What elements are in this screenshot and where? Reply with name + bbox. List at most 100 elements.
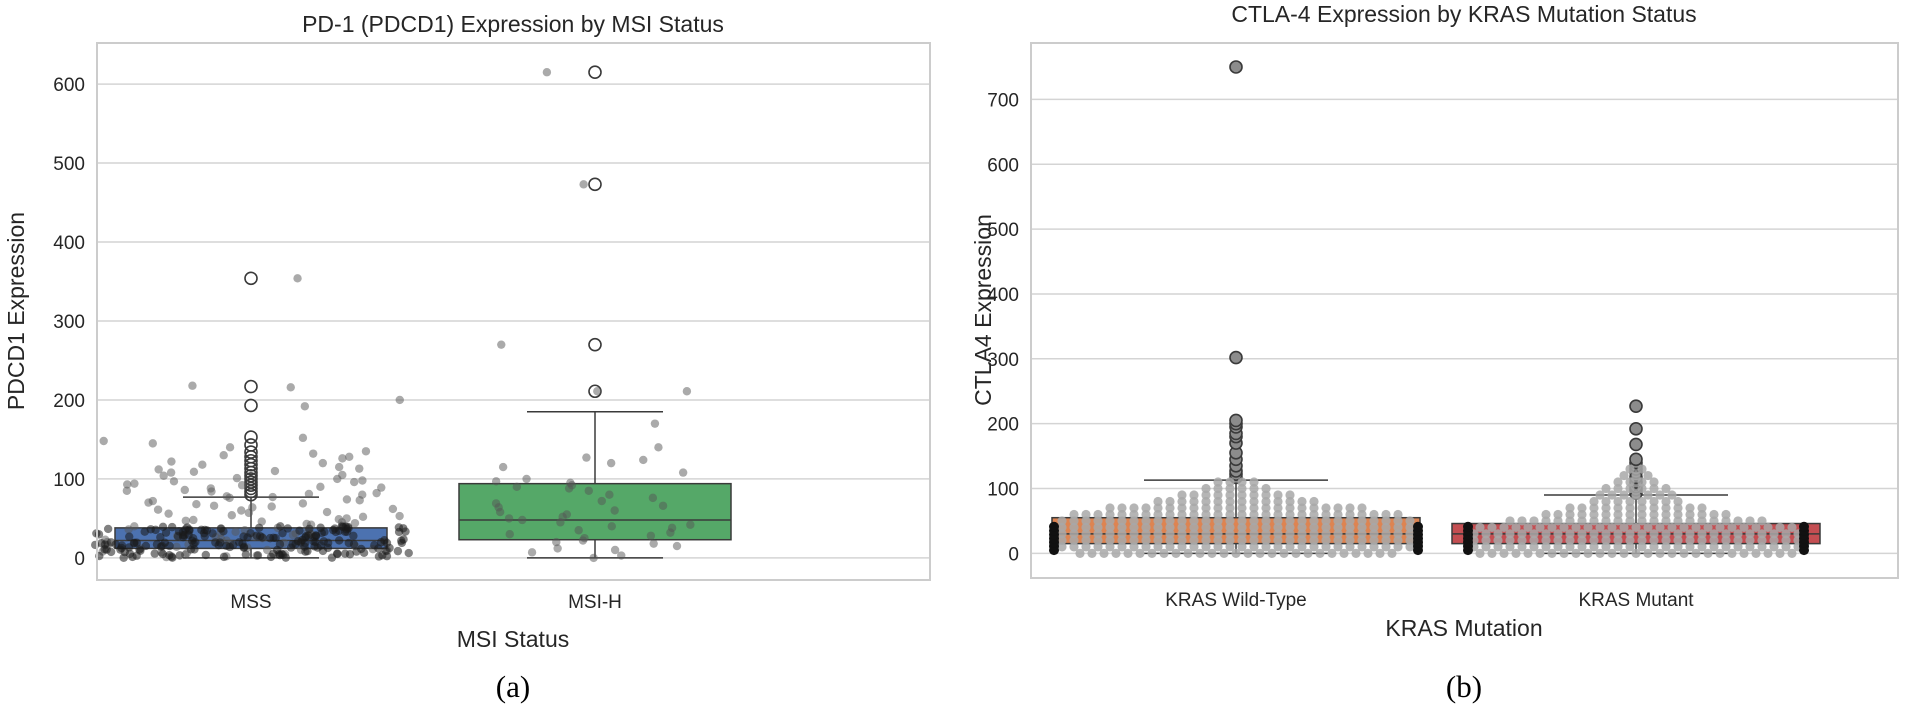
data-point bbox=[1643, 522, 1653, 533]
data-point bbox=[349, 540, 359, 549]
data-point bbox=[182, 523, 192, 532]
data-point bbox=[564, 484, 574, 493]
data-point bbox=[1691, 522, 1701, 533]
data-point bbox=[124, 525, 133, 534]
data-point bbox=[1189, 490, 1199, 500]
data-point bbox=[1225, 477, 1235, 487]
data-point bbox=[497, 340, 506, 349]
data-point bbox=[650, 419, 660, 428]
data-point bbox=[1499, 548, 1509, 558]
data-point bbox=[1345, 509, 1355, 520]
data-point bbox=[1195, 548, 1205, 558]
data-point bbox=[1165, 516, 1175, 526]
data-point bbox=[584, 486, 593, 495]
outlier-point bbox=[244, 453, 258, 468]
data-point bbox=[639, 455, 648, 465]
data-point bbox=[1413, 521, 1423, 532]
data-point bbox=[1769, 535, 1779, 545]
data-point bbox=[597, 496, 606, 506]
data-point bbox=[1625, 464, 1635, 474]
data-point bbox=[99, 436, 108, 446]
data-point bbox=[1721, 529, 1731, 539]
data-point bbox=[1171, 548, 1181, 558]
data-point bbox=[1381, 542, 1391, 552]
data-point bbox=[1697, 509, 1707, 520]
data-point bbox=[1189, 529, 1199, 539]
data-point bbox=[1225, 496, 1235, 507]
data-point bbox=[1661, 542, 1671, 552]
data-point bbox=[1721, 542, 1731, 552]
data-point bbox=[1601, 535, 1611, 545]
x-tick-label: MSI-H bbox=[568, 592, 622, 613]
data-point bbox=[278, 528, 287, 538]
data-point bbox=[1213, 529, 1223, 539]
data-point bbox=[330, 524, 340, 533]
data-point bbox=[1601, 542, 1611, 552]
data-point bbox=[1273, 529, 1283, 539]
data-point bbox=[258, 533, 267, 542]
data-point bbox=[1655, 522, 1665, 533]
data-point bbox=[1553, 516, 1563, 526]
data-point bbox=[1357, 522, 1367, 533]
data-point bbox=[1081, 542, 1091, 552]
data-point bbox=[1517, 529, 1527, 539]
data-point bbox=[1363, 548, 1373, 558]
y-tick-label: 0 bbox=[1008, 544, 1019, 565]
data-point bbox=[1535, 548, 1545, 558]
data-point bbox=[1225, 542, 1235, 552]
data-point bbox=[1613, 535, 1623, 545]
data-point bbox=[1285, 516, 1295, 526]
data-point bbox=[1153, 522, 1163, 533]
data-point bbox=[1709, 529, 1719, 539]
data-point bbox=[141, 541, 151, 551]
data-point bbox=[1661, 509, 1671, 520]
y-tick-label: 400 bbox=[53, 233, 85, 254]
data-point bbox=[1529, 529, 1539, 539]
data-point bbox=[1541, 542, 1551, 552]
data-point bbox=[1357, 509, 1367, 520]
data-point bbox=[300, 402, 310, 411]
data-point bbox=[1225, 529, 1235, 539]
data-point bbox=[1393, 529, 1403, 539]
data-point bbox=[1691, 548, 1701, 558]
data-point bbox=[1589, 535, 1599, 545]
data-point bbox=[1565, 535, 1575, 545]
data-point bbox=[1565, 542, 1575, 552]
data-point bbox=[1775, 548, 1785, 558]
data-point bbox=[1225, 503, 1235, 513]
data-point bbox=[1637, 509, 1647, 520]
data-point bbox=[1237, 529, 1247, 539]
data-point bbox=[1129, 535, 1139, 545]
data-point bbox=[1189, 496, 1199, 507]
data-point bbox=[1285, 542, 1295, 552]
data-point bbox=[241, 550, 251, 559]
data-point bbox=[1213, 503, 1223, 513]
y-tick-label: 200 bbox=[53, 391, 85, 412]
data-point bbox=[1733, 516, 1743, 526]
data-point bbox=[1093, 522, 1103, 533]
data-point bbox=[1405, 522, 1415, 533]
data-point bbox=[298, 499, 308, 508]
chart-b-title: CTLA-4 Expression by KRAS Mutation Statu… bbox=[1231, 1, 1696, 27]
data-point bbox=[1357, 516, 1367, 526]
data-point bbox=[1153, 509, 1163, 520]
data-point bbox=[589, 553, 598, 563]
data-point bbox=[219, 552, 229, 562]
data-point bbox=[174, 527, 184, 536]
data-point bbox=[202, 526, 212, 535]
data-point bbox=[1201, 529, 1211, 539]
data-point bbox=[1255, 548, 1265, 558]
data-point bbox=[1715, 548, 1725, 558]
data-point bbox=[1339, 548, 1349, 558]
data-point bbox=[1577, 503, 1587, 513]
data-point bbox=[1541, 535, 1551, 545]
data-point bbox=[1297, 496, 1307, 507]
data-point bbox=[1487, 548, 1497, 558]
data-point bbox=[123, 480, 132, 489]
data-point bbox=[1517, 542, 1527, 552]
data-point bbox=[582, 453, 591, 462]
x-tick-label: KRAS Wild-Type bbox=[1165, 590, 1306, 611]
data-point bbox=[308, 449, 318, 458]
data-point bbox=[1511, 548, 1521, 558]
